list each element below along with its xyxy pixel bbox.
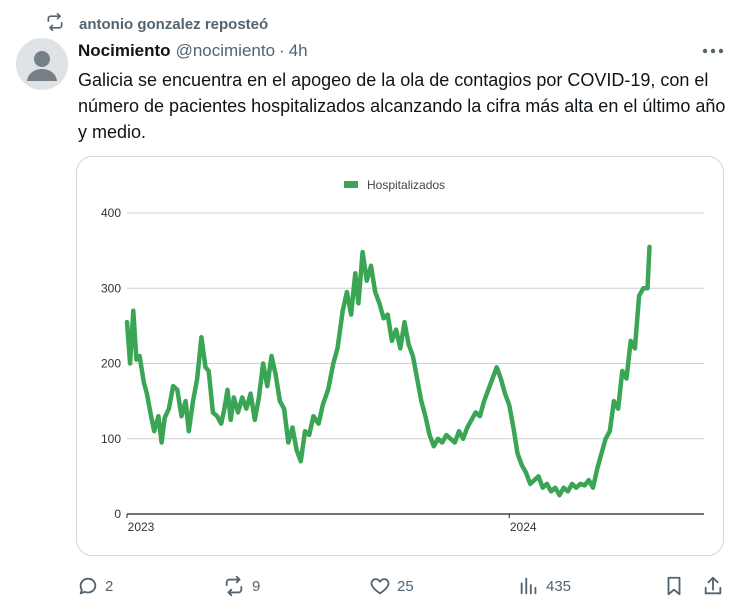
reply-button[interactable]: 2 xyxy=(77,570,113,602)
views-icon xyxy=(520,577,537,595)
y-tick-label: 300 xyxy=(101,281,121,295)
views-count: 435 xyxy=(546,577,572,595)
author-handle[interactable]: @nocimiento xyxy=(175,41,276,60)
y-tick-label: 400 xyxy=(101,206,121,220)
y-tick-label: 200 xyxy=(101,357,121,371)
reply-count: 2 xyxy=(105,577,114,595)
x-tick-label: 2024 xyxy=(510,520,537,534)
bookmark-icon xyxy=(667,576,681,596)
tweet-header: Nocimiento @nocimiento · 4h xyxy=(78,39,308,63)
reply-icon xyxy=(79,577,97,595)
y-tick-label: 0 xyxy=(114,507,121,521)
series-line-hospitalizados xyxy=(124,244,652,498)
chart-card[interactable]: 0 100 200 300 400 2023 2024 Hospitalizados xyxy=(76,156,724,556)
like-count: 25 xyxy=(397,577,414,595)
repost-count: 9 xyxy=(252,577,261,595)
share-button[interactable] xyxy=(702,570,724,602)
hospitalized-line-chart: 0 100 200 300 400 2023 2024 Hospitalizados xyxy=(101,178,704,534)
views-button[interactable]: 435 xyxy=(518,570,571,602)
action-bar: 2 9 25 435 xyxy=(0,570,750,602)
author-name[interactable]: Nocimiento xyxy=(78,41,171,60)
more-icon xyxy=(702,48,724,54)
timestamp[interactable]: 4h xyxy=(288,41,308,60)
repost-indicator[interactable]: antonio gonzalez reposteó xyxy=(45,10,268,38)
default-avatar-icon xyxy=(16,38,68,90)
more-options-button[interactable] xyxy=(696,38,730,64)
legend-swatch xyxy=(344,181,358,188)
heart-icon xyxy=(370,578,390,595)
x-tick-label: 2023 xyxy=(128,520,155,534)
like-button[interactable]: 25 xyxy=(369,570,414,602)
separator-dot: · xyxy=(279,41,285,60)
repost-button[interactable]: 9 xyxy=(222,570,260,602)
repost-icon xyxy=(45,12,65,37)
share-icon xyxy=(704,576,722,595)
y-tick-label: 100 xyxy=(101,432,121,446)
avatar[interactable] xyxy=(16,38,68,90)
repost-icon xyxy=(225,575,243,597)
repost-label[interactable]: antonio gonzalez reposteó xyxy=(79,15,269,33)
bookmark-button[interactable] xyxy=(664,570,684,602)
legend-label: Hospitalizados xyxy=(367,178,445,192)
post-text: Galicia se encuentra en el apogeo de la … xyxy=(78,70,726,142)
